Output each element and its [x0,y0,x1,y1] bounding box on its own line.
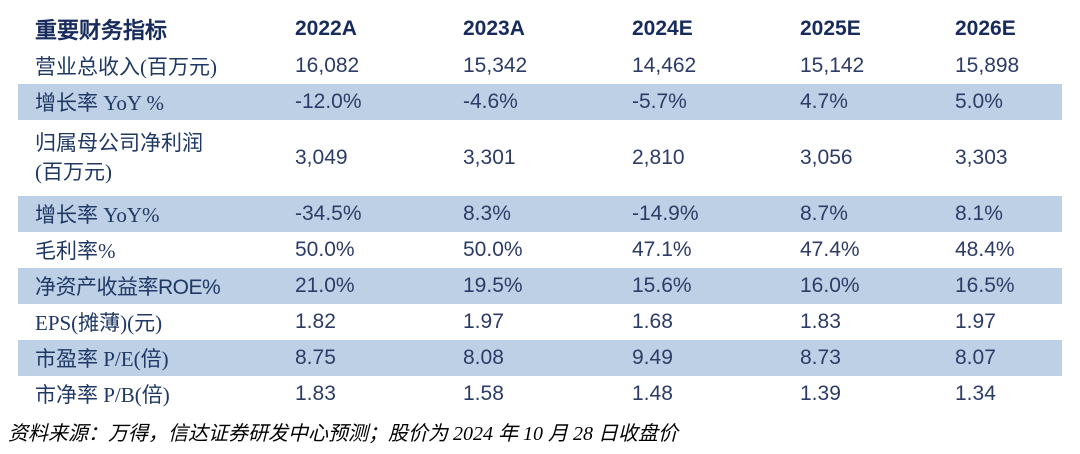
cell-value: -34.5% [295,202,362,225]
cell-value: 1.48 [632,382,673,405]
table-row: 增长率 YoY % -12.0% -4.6% -5.7% 4.7% 5.0% [18,84,1062,120]
cell-value: 1.83 [800,310,841,333]
row-label: 市盈率 P/E(倍) [35,347,169,371]
table-row: 营业总收入(百万元) 16,082 15,342 14,462 15,142 15,898 [18,48,1062,84]
row-label: EPS(摊薄)(元) [35,311,163,335]
row-label: 增长率 YoY% [35,203,160,227]
cell-value: 15,142 [800,54,865,77]
cell-value: 8.07 [955,346,996,369]
table-row: 市净率 P/B(倍) 1.83 1.58 1.48 1.39 1.34 [18,376,1062,412]
row-label: 归属母公司净利润 (百万元) [18,120,295,196]
metrics-column-header: 重要财务指标 [35,18,168,43]
cell-value: 50.0% [463,238,523,261]
cell-value: 9.49 [632,346,673,369]
cell-value: 1.34 [955,382,996,405]
cell-value: 2,810 [632,146,685,169]
cell-value: 15.6% [632,274,692,297]
table-row: 毛利率% 50.0% 50.0% 47.1% 47.4% 48.4% [18,232,1062,268]
year-column-header: 2022A [295,17,357,40]
cell-value: 15,342 [463,54,528,77]
year-column-header: 2024E [632,17,693,40]
table-row: 增长率 YoY% -34.5% 8.3% -14.9% 8.7% 8.1% [18,196,1062,232]
cell-value: -14.9% [632,202,699,225]
cell-value: 14,462 [632,54,697,77]
financial-metrics-table: 重要财务指标 2022A 2023A 2024E 2025E 2026E 营业总收入(百万… [18,10,1062,412]
table-header: 重要财务指标 2022A 2023A 2024E 2025E 2026E [18,10,1062,48]
cell-value: 1.68 [632,310,673,333]
cell-value: 1.97 [463,310,504,333]
table-body: 营业总收入(百万元) 16,082 15,342 14,462 15,142 15,898… [18,48,1062,412]
cell-value: 1.58 [463,382,504,405]
cell-value: 8.1% [955,202,1003,225]
cell-value: 47.1% [632,238,692,261]
cell-value: -4.6% [463,90,518,113]
cell-value: 16,082 [295,54,360,77]
row-label: 市净率 P/B(倍) [35,383,170,407]
cell-value: 4.7% [800,90,848,113]
cell-value: 1.82 [295,310,336,333]
cell-value: 8.7% [800,202,848,225]
row-label: 营业总收入(百万元) [35,55,217,79]
cell-value: 8.3% [463,202,511,225]
table-row: EPS(摊薄)(元) 1.82 1.97 1.68 1.83 1.97 [18,304,1062,340]
cell-value: 15,898 [955,54,1020,77]
table-row: 归属母公司净利润 (百万元) 3,049 3,301 2,810 3,056 3,303 [18,120,1062,196]
source-note: 资料来源：万得，信达证券研发中心预测；股价为 2024 年 10 月 28 日收… [8,423,678,445]
cell-value: 16.5% [955,274,1015,297]
cell-value: 1.39 [800,382,841,405]
cell-value: 50.0% [295,238,355,261]
cell-value: -5.7% [632,90,687,113]
cell-value: -12.0% [295,90,362,113]
year-column-header: 2026E [955,17,1016,40]
row-label-line: (百万元) [35,160,112,184]
cell-value: 5.0% [955,90,1003,113]
cell-value: 3,049 [295,146,348,169]
cell-value: 3,301 [463,146,516,169]
row-label: 增长率 YoY % [35,91,164,115]
row-label-line: 归属母公司净利润 [35,131,203,155]
cell-value: 1.83 [295,382,336,405]
cell-value: 8.08 [463,346,504,369]
table-row: 净资产收益率ROE% 21.0% 19.5% 15.6% 16.0% 16.5% [18,268,1062,304]
cell-value: 48.4% [955,238,1015,261]
row-label: 毛利率% [35,239,116,263]
table-row: 市盈率 P/E(倍) 8.75 8.08 9.49 8.73 8.07 [18,340,1062,376]
cell-value: 8.73 [800,346,841,369]
table-header-row: 重要财务指标 2022A 2023A 2024E 2025E 2026E [18,10,1062,48]
cell-value: 8.75 [295,346,336,369]
cell-value: 47.4% [800,238,860,261]
cell-value: 1.97 [955,310,996,333]
cell-value: 16.0% [800,274,860,297]
cell-value: 3,303 [955,146,1008,169]
cell-value: 3,056 [800,146,853,169]
year-column-header: 2023A [463,17,525,40]
row-label: 净资产收益率ROE% [35,276,221,299]
year-column-header: 2025E [800,17,861,40]
cell-value: 19.5% [463,274,523,297]
cell-value: 21.0% [295,274,355,297]
